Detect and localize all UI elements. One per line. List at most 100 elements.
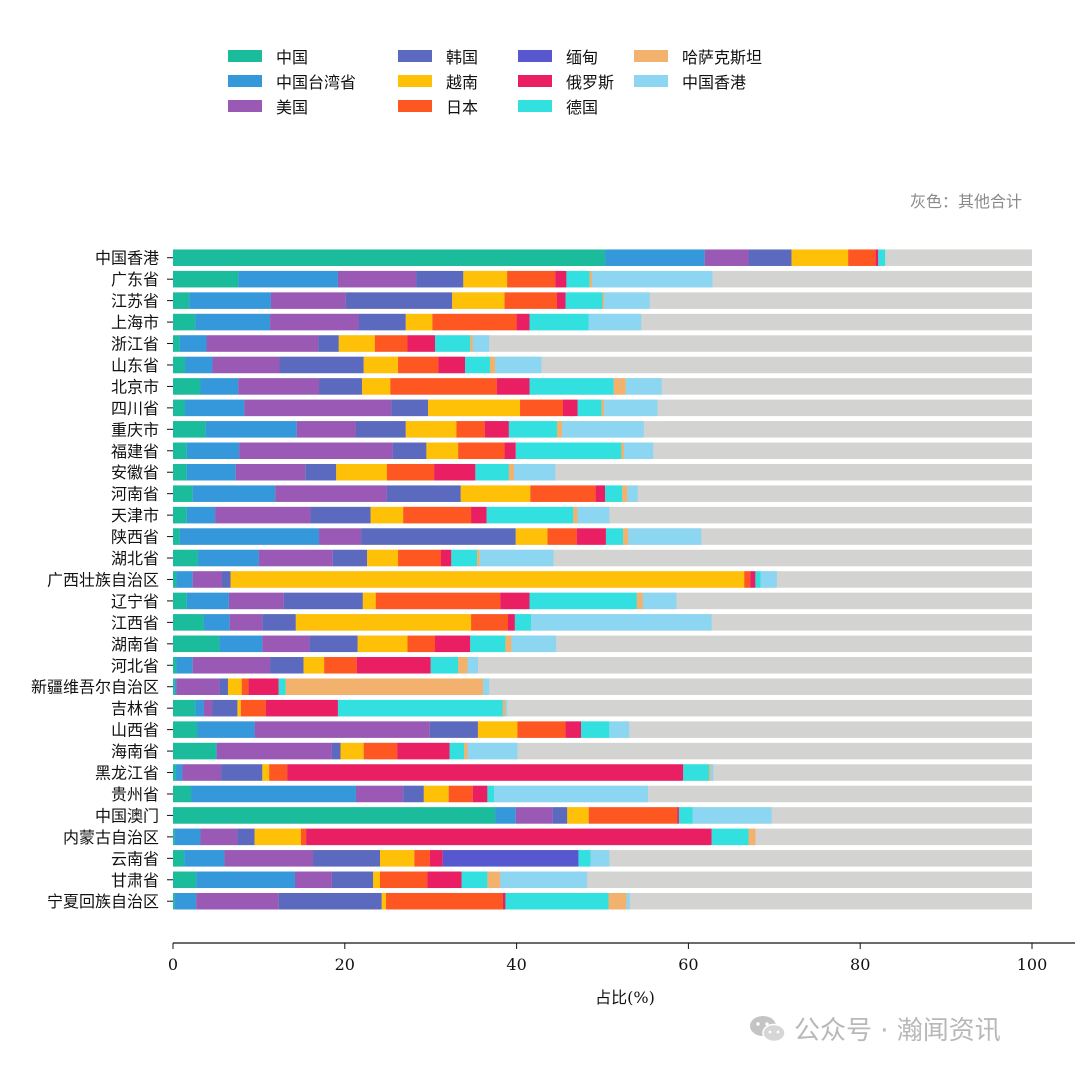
bar-segment	[502, 892, 506, 910]
bar-segment	[197, 549, 259, 567]
bar-segment	[472, 785, 488, 803]
bar-segment	[173, 506, 187, 524]
bar-segment	[336, 463, 387, 481]
bar-segment	[337, 699, 503, 717]
y-tick-label: 四川省	[111, 399, 159, 418]
bar-segment	[426, 442, 459, 460]
bar-segment	[500, 871, 588, 889]
bar-segment	[196, 871, 295, 889]
bar-segment	[219, 678, 228, 695]
bar-segment	[683, 764, 710, 781]
y-tick-label: 湖南省	[111, 635, 159, 654]
bar-segment	[416, 270, 464, 288]
bar-segment	[403, 506, 472, 524]
bar-segment	[324, 657, 357, 674]
bar-segment	[279, 356, 364, 374]
bar-segment	[287, 764, 684, 781]
bar-segment	[173, 313, 196, 331]
bar-segment	[237, 828, 255, 846]
bar-segment	[200, 378, 239, 395]
bar-segment	[269, 764, 288, 781]
legend-item: 美国	[228, 94, 308, 118]
bar-segment	[748, 828, 756, 846]
bar-segment	[319, 378, 362, 395]
legend-item: 中国香港	[634, 69, 746, 93]
bar-segment	[278, 678, 286, 695]
bar-segment	[625, 378, 662, 395]
bar-segment	[487, 785, 495, 803]
bar-segment	[508, 463, 515, 481]
bar-segment	[305, 463, 337, 481]
bar-segment	[515, 528, 548, 545]
bar-segment	[230, 571, 745, 588]
bar-segment	[458, 442, 505, 460]
bar-segment	[373, 871, 381, 889]
bar-segment	[744, 571, 751, 588]
y-tick-label: 天津市	[111, 506, 159, 525]
bar-segment	[504, 442, 516, 460]
bar-segment	[358, 313, 406, 331]
bar-segment	[556, 292, 566, 309]
bar-segment	[748, 249, 792, 266]
bar-segment	[238, 270, 338, 288]
bar-segment	[464, 742, 468, 760]
bar-segment	[176, 571, 193, 588]
bar-segment	[192, 485, 276, 502]
bar-segment	[173, 828, 175, 846]
bar-segment	[505, 635, 512, 653]
bar-segment	[174, 828, 201, 846]
bar-segment	[449, 742, 465, 760]
bar-segment	[361, 378, 391, 395]
bar-segment	[403, 785, 424, 803]
bar-segment	[262, 764, 270, 781]
legend-label: 哈萨克斯坦	[682, 48, 763, 67]
bar-segment	[578, 850, 591, 867]
bar-segment	[398, 356, 439, 374]
bar-segment	[405, 421, 457, 438]
bar-segment	[229, 614, 263, 631]
legend-swatch	[398, 75, 432, 87]
bar-segment	[370, 506, 404, 524]
legend-item: 缅甸	[518, 44, 598, 68]
bar-segment	[429, 850, 443, 867]
legend-label: 美国	[276, 98, 309, 117]
bar-segment	[355, 785, 404, 803]
bar-segment	[355, 421, 406, 438]
bar-segment	[460, 485, 531, 502]
bar-segment	[262, 635, 310, 653]
bar-segment	[380, 850, 415, 867]
bar-segment	[173, 528, 180, 545]
bar-segment	[179, 528, 320, 545]
bar-segment	[567, 807, 589, 824]
bar-segment	[514, 463, 556, 481]
y-tick-label: 重庆市	[111, 420, 159, 439]
bar-segment	[504, 292, 557, 309]
bar-segment	[547, 528, 577, 545]
bar-segment	[306, 828, 712, 846]
bar-segment	[173, 892, 175, 910]
legend-item: 日本	[398, 94, 478, 118]
x-axis-label: 占比(%)	[595, 988, 655, 1007]
y-tick-label: 江西省	[111, 613, 159, 632]
bar-segment	[216, 742, 332, 760]
bar-segment	[173, 635, 220, 653]
legend-label: 德国	[566, 98, 599, 117]
bar-segment	[331, 871, 374, 889]
bar-segment	[477, 549, 480, 567]
bar-segment	[175, 764, 183, 781]
bar-segment	[221, 571, 231, 588]
bar-segment	[562, 421, 644, 438]
bar-segment	[496, 378, 530, 395]
y-tick-label: 上海市	[111, 313, 159, 332]
bar-segment	[508, 421, 557, 438]
bar-segment	[380, 871, 428, 889]
bar-segment	[458, 657, 468, 674]
bar-segment	[477, 721, 518, 738]
remainder-note: 灰色：其他合计	[909, 192, 1022, 211]
bar-segment	[254, 828, 301, 846]
bar-segment	[237, 699, 241, 717]
bar-segment	[434, 335, 471, 352]
bar-segment	[588, 807, 678, 824]
bar-segment	[300, 828, 307, 846]
